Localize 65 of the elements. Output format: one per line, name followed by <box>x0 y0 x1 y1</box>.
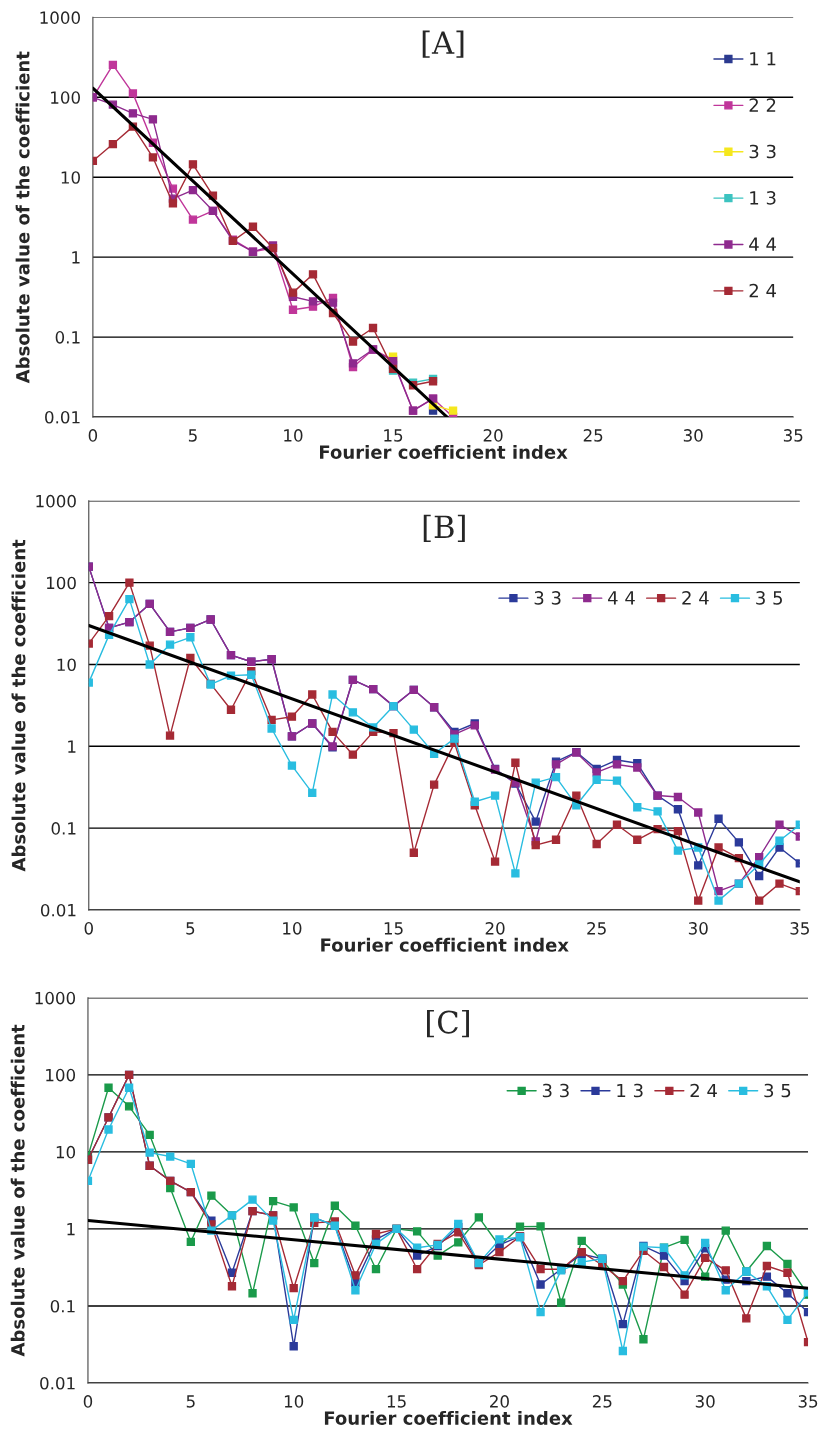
legend-label: 2 4 <box>690 1083 717 1098</box>
x-tick-label: 0 <box>83 1395 93 1408</box>
x-axis-title: Fourier coefficient index <box>320 444 568 459</box>
legend-label: 1 1 <box>750 52 776 66</box>
x-tick-label: 15 <box>384 429 403 442</box>
y-tick-label: 1000 <box>40 11 80 24</box>
y-tick-label: 10 <box>56 1145 76 1159</box>
y-tick-label: 0.1 <box>55 331 80 344</box>
x-tick-label: 5 <box>186 1395 195 1408</box>
y-axis-title: Absolute value of the coefficient <box>15 51 30 384</box>
y-tick-label: 0.01 <box>40 1376 75 1390</box>
y-tick-label: 1000 <box>36 494 76 508</box>
x-tick-label: 20 <box>490 1395 509 1408</box>
legend-label: 3 3 <box>542 1083 569 1098</box>
x-tick-label: 0 <box>84 922 93 935</box>
x-tick-label: 35 <box>798 1395 818 1408</box>
legend-label: 4 4 <box>749 237 776 251</box>
legend-label: 2 2 <box>749 98 776 112</box>
y-tick-label: 0.1 <box>50 1299 75 1313</box>
y-tick-label: 10 <box>61 171 80 184</box>
x-tick-label: 15 <box>387 1395 406 1408</box>
legend-label: 2 4 <box>682 591 709 605</box>
chart-title: [C] <box>427 1009 469 1038</box>
x-tick-label: 35 <box>790 922 809 935</box>
y-tick-label: 100 <box>46 576 76 590</box>
x-axis-title: Fourier coefficient index <box>324 1410 573 1425</box>
y-axis-title: Absolute value of the coefficient <box>11 539 26 872</box>
x-tick-label: 20 <box>483 429 503 442</box>
y-tick-label: 0.1 <box>51 822 76 835</box>
y-tick-label: 0.01 <box>45 410 80 424</box>
y-axis-title: Absolute value of the coefficient <box>10 1024 25 1357</box>
chart-title: [B] <box>423 514 465 542</box>
chart-title: [A] <box>422 30 464 58</box>
legend-label: 3 3 <box>749 144 776 159</box>
legend-label: 3 5 <box>756 591 782 605</box>
y-tick-label: 100 <box>51 91 80 104</box>
x-tick-label: 30 <box>688 922 708 935</box>
x-tick-label: 30 <box>695 1395 715 1408</box>
x-axis-title: Fourier coefficient index <box>321 937 569 952</box>
x-tick-label: 20 <box>485 922 505 935</box>
y-tick-label: 1000 <box>35 991 76 1005</box>
y-tick-label: 0.01 <box>40 903 76 917</box>
x-tick-label: 5 <box>186 922 195 935</box>
legend-label: 3 3 <box>534 591 561 605</box>
y-tick-label: 100 <box>46 1068 76 1082</box>
x-tick-label: 25 <box>583 429 603 442</box>
y-tick-label: 1 <box>67 1223 75 1236</box>
x-tick-label: 10 <box>284 429 303 442</box>
legend-label: 3 5 <box>764 1083 791 1098</box>
x-tick-label: 25 <box>592 1395 612 1408</box>
y-tick-label: 1 <box>68 740 76 753</box>
x-tick-label: 25 <box>587 922 606 935</box>
x-tick-label: 35 <box>783 429 803 442</box>
x-tick-label: 30 <box>683 429 703 442</box>
legend-label: 2 4 <box>749 283 776 298</box>
legend-label: 1 3 <box>617 1083 643 1098</box>
legend-label: 1 3 <box>750 191 776 205</box>
y-tick-label: 10 <box>57 658 76 672</box>
x-tick-label: 10 <box>283 922 302 935</box>
legend-label: 4 4 <box>608 591 635 605</box>
x-tick-label: 5 <box>188 429 197 442</box>
x-tick-label: 15 <box>384 922 403 935</box>
x-tick-label: 10 <box>284 1395 304 1408</box>
y-tick-label: 1 <box>72 251 80 264</box>
x-tick-label: 0 <box>88 429 98 442</box>
